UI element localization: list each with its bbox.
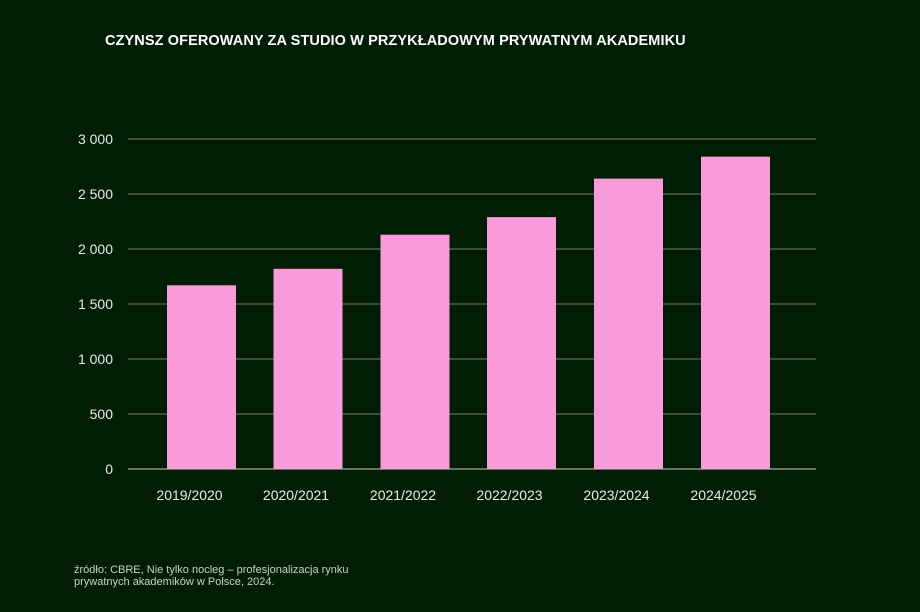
source-note: źródło: CBRE, Nie tylko nocleg – profesj…: [74, 564, 349, 588]
y-tick-label: 0: [105, 461, 113, 477]
bar-2019/2020: [167, 285, 236, 469]
x-tick-label: 2019/2020: [156, 487, 222, 503]
x-tick-label: 2024/2025: [690, 487, 756, 503]
bar-2023/2024: [594, 178, 663, 469]
y-tick-label: 500: [90, 406, 114, 422]
source-line-1: źródło: CBRE, Nie tylko nocleg – profesj…: [74, 564, 349, 576]
x-tick-label: 2022/2023: [476, 487, 542, 503]
bar-2020/2021: [273, 268, 343, 469]
y-tick-label: 1 500: [78, 296, 113, 312]
bar-2022/2023: [487, 217, 556, 469]
x-tick-label: 2023/2024: [583, 487, 649, 503]
x-tick-label: 2020/2021: [263, 487, 329, 503]
y-tick-label: 1 000: [78, 351, 113, 367]
bar-2021/2022: [380, 234, 450, 469]
bar-2024/2025: [701, 156, 770, 469]
chart-title: CZYNSZ OFEROWANY ZA STUDIO W PRZYKŁADOWY…: [105, 33, 686, 49]
y-tick-label: 2 500: [78, 186, 113, 202]
y-tick-label: 2 000: [78, 241, 113, 257]
source-line-2: prywatnych akademików w Polsce, 2024.: [74, 576, 275, 588]
y-tick-label: 3 000: [78, 131, 113, 147]
x-tick-label: 2021/2022: [370, 487, 436, 503]
